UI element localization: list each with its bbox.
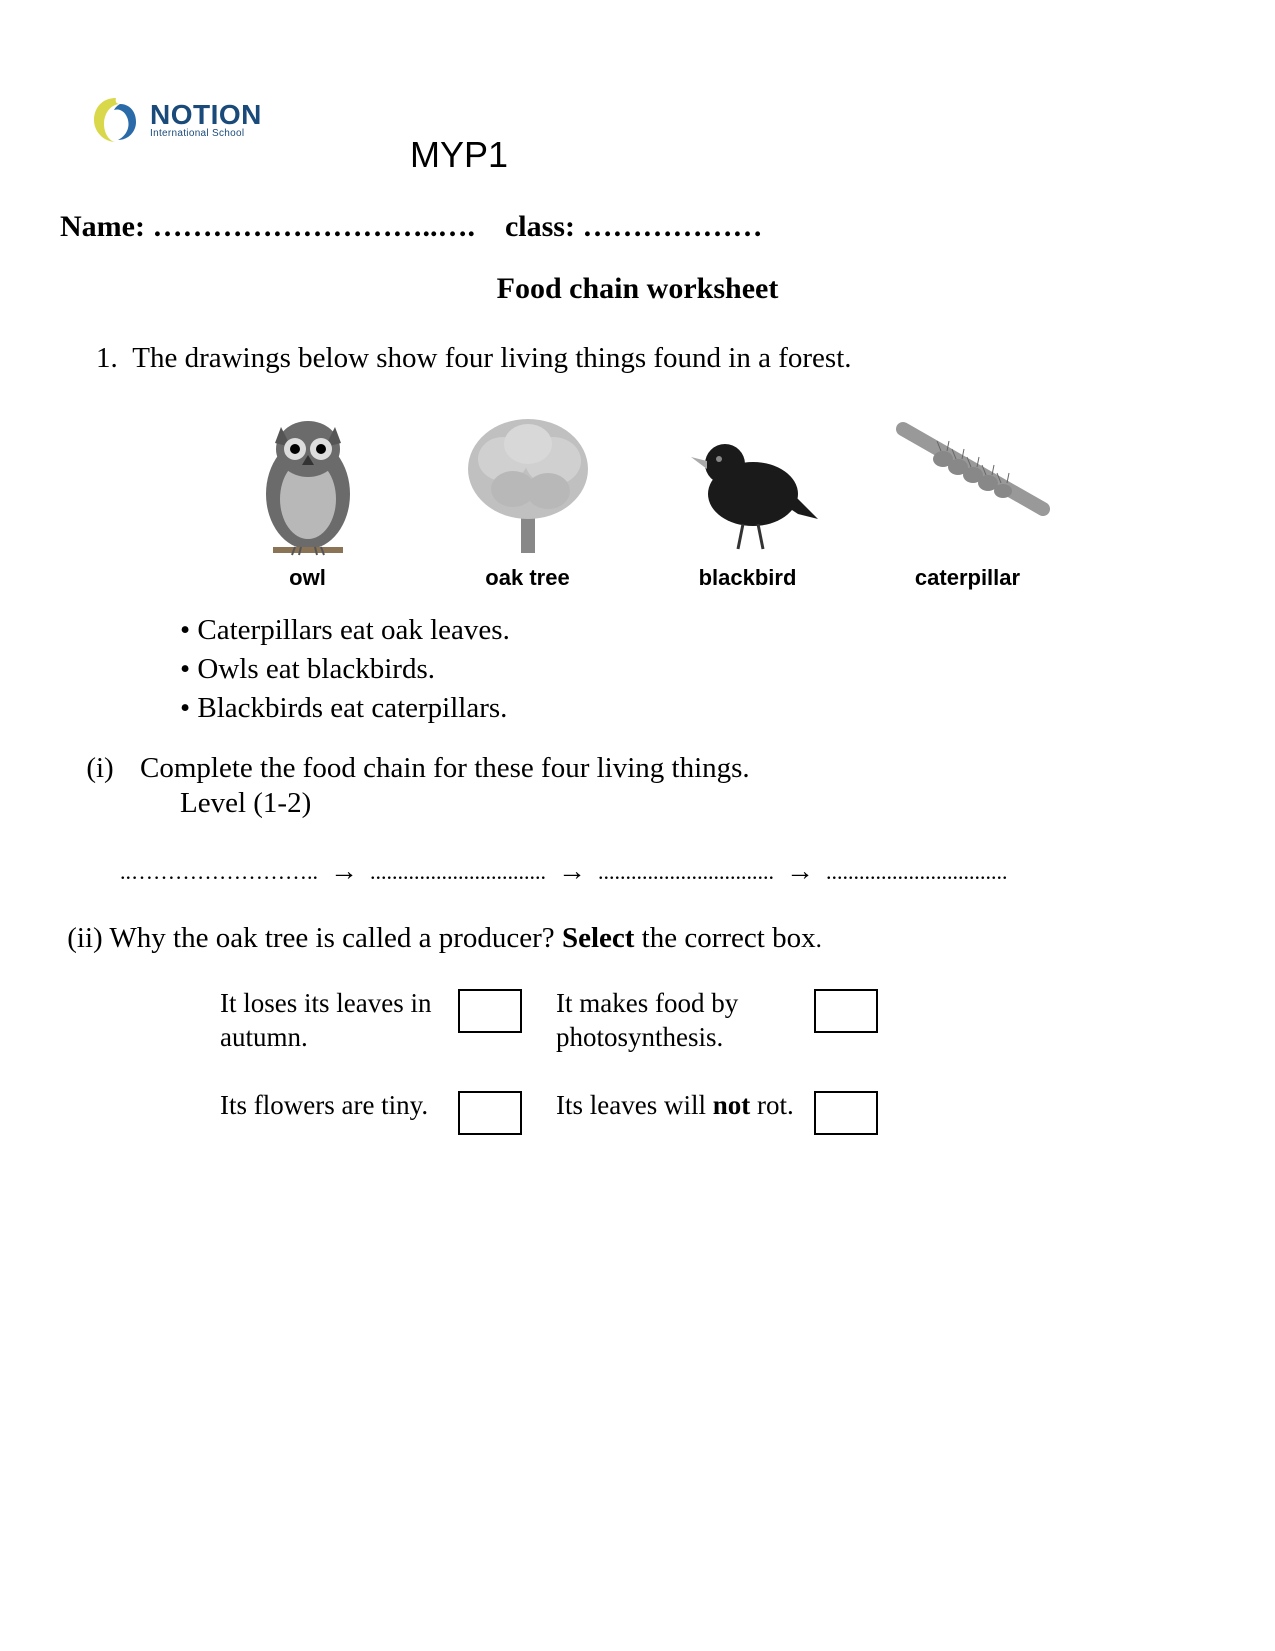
blackbird-image	[663, 399, 833, 559]
header: NOTION International School MYP1	[60, 60, 1215, 180]
blackbird-label: blackbird	[699, 565, 797, 591]
q1-number: 1.	[96, 342, 118, 374]
facts-list: • Caterpillars eat oak leaves. • Owls ea…	[180, 611, 1215, 728]
logo-sub-text: International School	[150, 129, 262, 139]
page-label: MYP1	[410, 134, 508, 176]
logo-swirl-icon	[90, 94, 142, 146]
sub-ii-before: Why the oak tree is called a producer?	[109, 922, 562, 954]
arrow-icon: →	[330, 856, 358, 888]
level-indicator: Level (1-2)	[180, 787, 1215, 820]
sub-ii-number: (ii)	[67, 922, 102, 954]
option-a-checkbox[interactable]	[458, 989, 522, 1033]
sub-ii-after: the correct box	[634, 922, 815, 954]
food-chain-blanks: ..…………………….. → .........................…	[120, 856, 1215, 888]
sub-i-number: (i)	[60, 752, 140, 785]
question-1: 1. The drawings below show four living t…	[96, 342, 1215, 375]
fact-3: • Blackbirds eat caterpillars.	[180, 689, 1215, 728]
option-d-bold: not	[713, 1090, 751, 1120]
fact-2: • Owls eat blackbirds.	[180, 650, 1215, 689]
class-label: class:	[505, 210, 575, 243]
option-d-before: Its leaves will	[556, 1090, 713, 1120]
option-a-text: It loses its leaves in autumn.	[220, 987, 440, 1055]
chain-blank-3[interactable]: ................................	[598, 859, 774, 885]
sub-ii-bold: Select	[562, 922, 634, 954]
option-b-checkbox[interactable]	[814, 989, 878, 1033]
logo-text: NOTION International School	[150, 101, 262, 139]
option-b-text: It makes food by photosynthesis.	[556, 987, 796, 1055]
oak-tree-image	[443, 399, 613, 559]
name-class-row: Name: ………………………..…. class: ………………	[60, 210, 1215, 244]
logo-main-text: NOTION	[150, 101, 262, 129]
q1-text: The drawings below show four living thin…	[132, 342, 851, 374]
chain-blank-4[interactable]: .................................	[826, 859, 1008, 885]
sub-question-i: (i) Complete the food chain for these fo…	[60, 752, 1215, 785]
chain-blank-1[interactable]: ..……………………..	[120, 859, 318, 885]
option-d-after: rot.	[750, 1090, 794, 1120]
organism-caterpillar: caterpillar	[878, 399, 1058, 591]
organism-owl: owl	[218, 399, 398, 591]
worksheet-title: Food chain worksheet	[60, 272, 1215, 306]
organisms-row: owl oak tree	[60, 399, 1215, 591]
caterpillar-label: caterpillar	[915, 565, 1020, 591]
oak-tree-label: oak tree	[485, 565, 569, 591]
option-c-text: Its flowers are tiny.	[220, 1089, 440, 1123]
name-label: Name:	[60, 210, 145, 243]
fact-1: • Caterpillars eat oak leaves.	[180, 611, 1215, 650]
owl-image	[223, 399, 393, 559]
chain-blank-2[interactable]: ................................	[370, 859, 546, 885]
class-blank[interactable]: ………………	[582, 210, 762, 243]
owl-label: owl	[289, 565, 326, 591]
sub-i-text: Complete the food chain for these four l…	[140, 752, 1215, 785]
logo: NOTION International School	[60, 60, 300, 180]
option-c-checkbox[interactable]	[458, 1091, 522, 1135]
option-d-text: Its leaves will not rot.	[556, 1089, 796, 1123]
organism-blackbird: blackbird	[658, 399, 838, 591]
period: .	[816, 926, 822, 953]
caterpillar-image	[883, 399, 1053, 559]
name-blank[interactable]: ………………………..….	[152, 210, 475, 243]
arrow-icon: →	[786, 856, 814, 888]
option-d-checkbox[interactable]	[814, 1091, 878, 1135]
organism-oak-tree: oak tree	[438, 399, 618, 591]
options-grid: It loses its leaves in autumn. It makes …	[220, 987, 1215, 1135]
sub-question-ii: (ii) Why the oak tree is called a produc…	[60, 922, 1215, 955]
arrow-icon: →	[558, 856, 586, 888]
